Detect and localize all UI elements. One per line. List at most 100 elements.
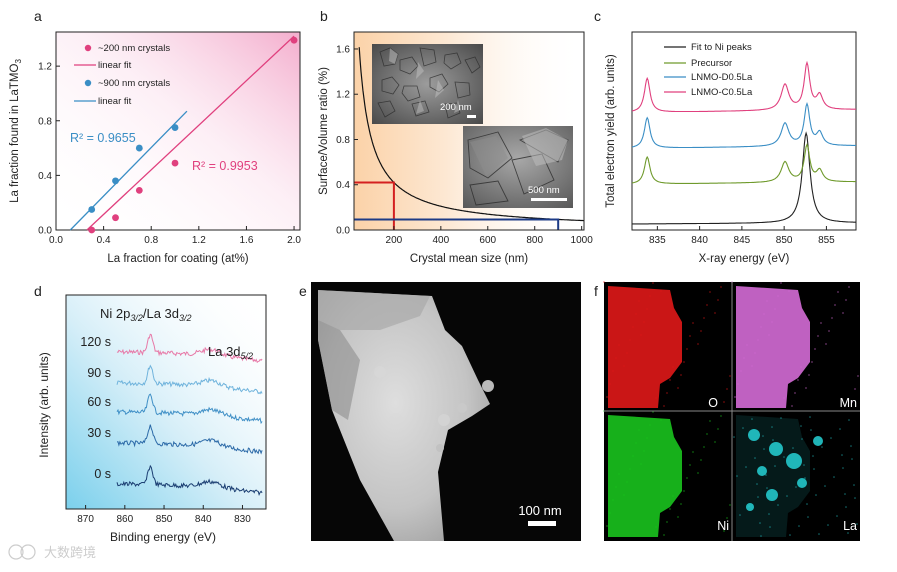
eds-noise-o [612, 370, 614, 372]
eds-map-mn [736, 286, 810, 408]
eds-noise-mn [837, 291, 839, 293]
eds-noise-la [824, 485, 826, 487]
panel-d-annotation-la: La 3d5/2 [208, 344, 253, 361]
legend-label-precursor: Precursor [691, 58, 732, 69]
x-tick-label: 840 [691, 235, 708, 246]
sem-inset-500nm: 500 nm [463, 126, 573, 208]
panel-d-background [66, 295, 266, 509]
eds-noise-la [818, 533, 820, 535]
eds-noise-o [606, 396, 608, 398]
eds-noise-la [809, 416, 811, 418]
eds-noise-la [739, 514, 741, 516]
legend-label-lnmo-c: LNMO-C0.5La [691, 87, 753, 98]
panel-d-ylabel: Intensity (arb. units) [37, 352, 51, 457]
eds-noise-la [853, 484, 855, 486]
eds-noise-la [810, 429, 812, 431]
eds-noise-mn [783, 397, 785, 399]
eds-noise-ni [666, 521, 668, 523]
eds-noise-o [689, 335, 691, 337]
eds-noise-mn [845, 299, 847, 301]
eds-noise-mn [794, 392, 796, 394]
eds-noise-la [759, 522, 761, 524]
eds-noise-la [803, 464, 805, 466]
eds-noise-ni [680, 503, 682, 505]
x-tick-label: 0.0 [49, 235, 63, 246]
eds-noise-o [609, 383, 611, 385]
stem-nanoparticle [436, 444, 444, 452]
eds-noise-la [766, 487, 768, 489]
panel-a-frame [55, 31, 301, 231]
eds-noise-ni [646, 437, 648, 439]
eds-noise-mn [754, 352, 756, 354]
eds-noise-ni [618, 473, 620, 475]
eds-noise-ni [686, 477, 688, 479]
x-tick-label: 840 [195, 514, 212, 525]
legend-label-fit-900nm: linear fit [98, 96, 132, 107]
eds-noise-la [760, 535, 762, 537]
y-tick-label: 0.4 [38, 171, 52, 182]
eds-noise-la [762, 435, 764, 437]
eds-noise-la [748, 505, 750, 507]
eds-noise-mn [768, 334, 770, 336]
data-point-200nm [135, 187, 143, 194]
data-point-200nm [171, 159, 179, 167]
panel-a-legend: ~200 nm crystals linear fit ~900 nm crys… [74, 43, 170, 107]
y-tick-label: 0.8 [38, 116, 52, 127]
panel-c-ticks: 835 840 845 850 855 [649, 226, 835, 246]
eds-la-particle [757, 466, 767, 476]
eds-noise-o [683, 361, 685, 363]
eds-noise-o [677, 387, 679, 389]
data-point-200nm [112, 214, 119, 222]
eds-noise-o [703, 317, 705, 319]
y-tick-label: 0.0 [38, 226, 52, 237]
eds-noise-ni [703, 446, 705, 448]
eds-noise-la [836, 515, 838, 517]
eds-noise-la [742, 427, 744, 429]
eds-noise-mn [805, 387, 807, 389]
eds-noise-la [798, 525, 800, 527]
x-tick-label: 0.4 [97, 235, 111, 246]
panel-d-plot: 120 s 90 s 60 s 30 s 0 s [80, 333, 263, 497]
panel-letter-c: c [594, 8, 601, 24]
eds-map-ni [608, 415, 682, 537]
panel-d-ticks: 870 860 850 840 830 [77, 505, 251, 525]
eds-noise-la [848, 419, 850, 421]
eds-noise-mn [797, 379, 799, 381]
eds-noise-la [847, 532, 849, 534]
panel-b-ticks: 200 400 600 800 1000 0.0 0.4 0.8 1.2 1.6 [336, 44, 593, 246]
stem-scale-bar [528, 521, 556, 526]
spectrum-precursor [631, 143, 856, 184]
spectrum-lnmo-d0-5la [631, 101, 856, 149]
eds-la-particle [748, 429, 760, 441]
eds-noise-o [646, 308, 648, 310]
eds-noise-la [763, 448, 765, 450]
eds-noise-la [815, 494, 817, 496]
panel-b-xlabel: Crystal mean size (nm) [410, 253, 528, 265]
xps-spectrum-90s [116, 364, 263, 395]
x-tick-label: 800 [526, 235, 543, 246]
eds-noise-la [801, 438, 803, 440]
eds-noise-mn [820, 322, 822, 324]
eds-noise-o [666, 392, 668, 394]
r2-900nm: R² = 0.9655 [70, 131, 136, 145]
xps-spectrum-30s [116, 424, 263, 455]
eds-noise-la [851, 458, 853, 460]
eds-label-o: O [708, 396, 718, 410]
y-tick-label: 1.2 [336, 90, 350, 101]
panel-c-ylabel: Total electron yield (arb. units) [605, 54, 617, 208]
eds-noise-la [856, 523, 858, 525]
eds-noise-ni [663, 534, 665, 536]
y-tick-label: 1.6 [336, 44, 350, 55]
eds-label-ni: Ni [717, 519, 729, 533]
eds-noise-mn [760, 326, 762, 328]
eds-noise-o [635, 313, 637, 315]
eds-noise-ni [706, 433, 708, 435]
eds-noise-o [709, 291, 711, 293]
eds-noise-la [774, 465, 776, 467]
eds-noise-mn [857, 375, 859, 377]
eds-noise-ni [612, 499, 614, 501]
xps-label-90s: 90 s [87, 366, 111, 380]
panel-f: f O Mn Ni La [594, 281, 860, 541]
xps-spectrum-0s [116, 464, 263, 497]
